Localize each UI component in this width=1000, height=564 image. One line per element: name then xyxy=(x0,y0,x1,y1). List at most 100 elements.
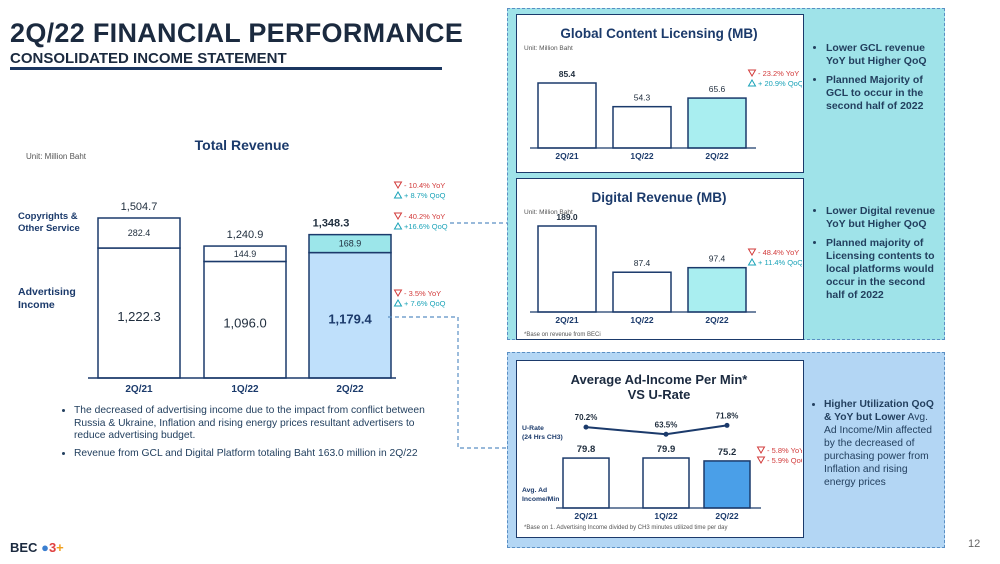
advertising-arrow-1 xyxy=(393,299,403,307)
urate-value-label: 63.5% xyxy=(655,420,678,429)
advertising-value-label: 1,179.4 xyxy=(328,311,372,326)
digital-unit-label: Unit: Million Baht xyxy=(524,209,573,216)
gcl-bar xyxy=(687,97,747,149)
digital-bar xyxy=(612,271,672,313)
gcl-value-label: 85.4 xyxy=(559,69,576,79)
copyrights-bar xyxy=(203,245,287,263)
gcl-chart: Global Content Licensing (MB) Unit: Milli… xyxy=(524,26,802,161)
adincome-label-1: Avg. Ad xyxy=(522,487,547,494)
copyrights-value-label: 144.9 xyxy=(234,249,257,259)
advertising-arrow-0 xyxy=(393,289,403,297)
adincome-bar xyxy=(703,460,751,509)
urate-point xyxy=(583,424,589,430)
gcl-bar xyxy=(537,82,597,149)
total-value-label: 1,504.7 xyxy=(121,201,158,213)
revenue-unit-label: Unit: Million Baht xyxy=(26,152,87,161)
urate-point xyxy=(724,422,730,428)
gcl-change-1: + 20.9% QoQ xyxy=(758,79,802,88)
urate-value-label: 70.2% xyxy=(575,413,598,422)
revenue-note-2: Revenue from GCL and Digital Platform to… xyxy=(74,448,440,461)
digital-chart-title: Digital Revenue (MB) xyxy=(591,190,726,205)
copyrights-arrow-1 xyxy=(393,222,403,230)
adincome-label-2: Income/Min xyxy=(522,496,559,503)
digital-change-0: - 48.4% YoY xyxy=(758,248,799,257)
adrate-category-label: 1Q/22 xyxy=(654,511,677,521)
digital-bar xyxy=(687,266,747,313)
digital-footnote: *Base on revenue from BECi xyxy=(524,332,601,338)
row-label-advertising-2: Income xyxy=(18,299,55,311)
adincome-value-label: 75.2 xyxy=(718,447,737,458)
advertising-change-0: - 3.5% YoY xyxy=(404,289,441,298)
total-arrow-1 xyxy=(393,191,403,199)
digital-bullet-2: Planned majority of Licensing contents t… xyxy=(826,237,939,302)
advertising-change-1: + 7.6% QoQ xyxy=(404,299,446,308)
page-number: 12 xyxy=(968,538,981,550)
gcl-arrow-1 xyxy=(747,79,757,87)
page-subtitle: CONSOLIDATED INCOME STATEMENT xyxy=(10,50,287,67)
digital-category-label: 1Q/22 xyxy=(630,315,653,325)
copyrights-change-1: +16.6% QoQ xyxy=(404,222,448,231)
digital-change-1: + 11.4% QoQ xyxy=(758,258,802,267)
gcl-bullet-1: Lower GCL revenue YoY but Higher QoQ xyxy=(826,42,939,68)
digital-value-label: 189.0 xyxy=(556,212,578,222)
digital-value-label: 97.4 xyxy=(709,254,726,264)
row-label-copyrights-2: Other Service xyxy=(18,223,80,234)
adrate-change-0: - 5.8% YoY xyxy=(767,446,802,455)
gcl-unit-label: Unit: Million Baht xyxy=(524,45,573,52)
total-change-1: + 8.7% QoQ xyxy=(404,191,446,200)
gcl-value-label: 54.3 xyxy=(634,93,651,103)
gcl-bullet-2: Planned Majority of GCL to occur in the … xyxy=(826,74,939,113)
connector-lines xyxy=(388,222,508,449)
revenue-notes: The decreased of advertising income due … xyxy=(60,405,440,465)
adrate-category-label: 2Q/22 xyxy=(715,511,738,521)
urate-label-1: U-Rate xyxy=(522,425,544,432)
digital-category-label: 2Q/21 xyxy=(555,315,578,325)
urate-value-label: 71.8% xyxy=(716,411,739,420)
adrate-bullets: Higher Utilization QoQ & YoY but Lower A… xyxy=(812,398,940,489)
copyrights-bar xyxy=(97,217,181,249)
copyrights-bar xyxy=(308,233,392,254)
adrate-change-1: - 5.9% QoQ xyxy=(767,456,802,465)
title-divider xyxy=(10,67,442,70)
total-revenue-chart: Total Revenue Copyrights &Other Service Ad… xyxy=(18,137,448,395)
gcl-arrow-0 xyxy=(747,69,757,77)
adrate-arrow-0 xyxy=(756,446,766,454)
adrate-category-label: 2Q/21 xyxy=(574,511,597,521)
adincome-bar xyxy=(642,457,690,509)
digital-value-label: 87.4 xyxy=(634,258,651,268)
gcl-chart-title: Global Content Licensing (MB) xyxy=(560,26,757,41)
row-label-advertising-1: Advertising xyxy=(18,286,76,298)
adrate-title-1: Average Ad-Income Per Min* xyxy=(571,372,749,387)
digital-category-label: 2Q/22 xyxy=(705,315,728,325)
gcl-category-label: 1Q/22 xyxy=(630,151,653,161)
digital-chart: Digital Revenue (MB) Unit: Million Baht18… xyxy=(524,190,802,338)
gcl-change-0: - 23.2% YoY xyxy=(758,69,799,78)
copyrights-value-label: 282.4 xyxy=(128,228,151,238)
adrate-arrow-1 xyxy=(756,456,766,464)
bec-logo: BEC ●3+ xyxy=(10,540,64,555)
total-value-label: 1,240.9 xyxy=(227,229,264,241)
category-label: 1Q/22 xyxy=(231,384,259,395)
total-change-0: - 10.4% YoY xyxy=(404,181,445,190)
adrate-bullet-bold: Higher Utilization QoQ & YoY but Lower xyxy=(824,399,934,423)
revenue-note-1: The decreased of advertising income due … xyxy=(74,405,440,443)
adincome-bar xyxy=(562,457,610,509)
copyrights-value-label: 168.9 xyxy=(339,239,362,249)
advertising-bar xyxy=(308,251,392,379)
digital-bullet-1: Lower Digital revenue YoY but Higher QoQ xyxy=(826,205,939,231)
adrate-bullet: Higher Utilization QoQ & YoY but Lower A… xyxy=(824,398,940,489)
advertising-value-label: 1,222.3 xyxy=(117,309,160,324)
gcl-bullets: Lower GCL revenue YoY but Higher QoQ Pla… xyxy=(814,42,939,119)
digital-arrow-0 xyxy=(747,248,757,256)
urate-label-2: (24 Hrs CH3) xyxy=(522,434,563,441)
adrate-chart: Average Ad-Income Per Min*VS U-Rate U-Rat… xyxy=(522,372,802,531)
advertising-value-label: 1,096.0 xyxy=(223,316,266,331)
category-label: 2Q/22 xyxy=(336,384,364,395)
digital-arrow-1 xyxy=(747,258,757,266)
total-arrow-0 xyxy=(393,181,403,189)
digital-bar xyxy=(537,225,597,313)
gcl-category-label: 2Q/21 xyxy=(555,151,578,161)
category-label: 2Q/21 xyxy=(125,384,153,395)
digital-bullets: Lower Digital revenue YoY but Higher QoQ… xyxy=(814,205,939,308)
adincome-value-label: 79.9 xyxy=(657,444,676,455)
